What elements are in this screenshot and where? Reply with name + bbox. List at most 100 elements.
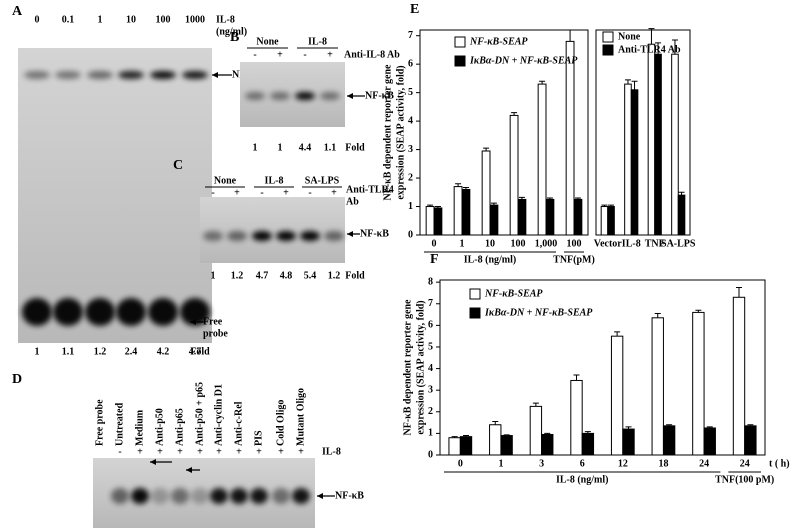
panel-letter: C bbox=[173, 158, 183, 173]
lane-label: 100 bbox=[156, 14, 171, 25]
y-tick-label: 6 bbox=[408, 58, 413, 69]
gel-band bbox=[203, 231, 223, 241]
error-bar bbox=[490, 202, 497, 206]
bar bbox=[732, 296, 746, 456]
lane-label: Untreated bbox=[114, 402, 125, 446]
error-bar bbox=[736, 287, 742, 298]
plot-frame bbox=[439, 279, 766, 456]
legend-swatch bbox=[454, 55, 466, 67]
gel-band bbox=[180, 298, 210, 326]
x-tick-label: 12 bbox=[618, 458, 628, 469]
bar bbox=[500, 435, 513, 456]
fold-value: 1.2 bbox=[231, 270, 244, 281]
error-bar bbox=[532, 402, 539, 407]
x-tick-label: 1 bbox=[460, 238, 465, 249]
sign: + bbox=[283, 187, 289, 198]
legend-label: IκBα-DN + NF-κB-SEAP bbox=[484, 307, 593, 318]
gel-band bbox=[272, 488, 290, 504]
legend-swatch bbox=[469, 288, 481, 300]
error-bar bbox=[624, 79, 631, 85]
bar bbox=[570, 379, 583, 456]
gel-band bbox=[276, 231, 296, 241]
error-bar bbox=[567, 29, 574, 42]
arrow-head bbox=[190, 319, 196, 325]
gel-band bbox=[150, 71, 176, 79]
bar bbox=[607, 206, 615, 236]
error-bar bbox=[544, 432, 551, 435]
fold-value: 1.2 bbox=[94, 346, 107, 357]
y-tick-label: 8 bbox=[428, 276, 433, 287]
band-label: NF-κB bbox=[360, 228, 389, 239]
error-bar bbox=[455, 183, 462, 187]
x-tick-label: 18 bbox=[658, 458, 668, 469]
bar bbox=[433, 207, 443, 236]
lane-label: Anti-cyclin D1 bbox=[213, 384, 224, 446]
error-bar bbox=[451, 436, 458, 438]
plot-frame bbox=[595, 29, 691, 236]
gel-band bbox=[131, 488, 149, 504]
lane-label: Anti-p50 + p65 bbox=[194, 382, 205, 446]
gel-band bbox=[252, 231, 272, 241]
group-label: IL-8 bbox=[265, 175, 284, 186]
gel-band bbox=[55, 71, 81, 79]
sign: - bbox=[253, 49, 256, 60]
bar bbox=[489, 204, 499, 236]
legend-label: NF-κB-SEAP bbox=[469, 36, 528, 47]
bar bbox=[481, 150, 491, 236]
fold-value: 1.1 bbox=[62, 346, 75, 357]
gel-band bbox=[300, 231, 320, 241]
fold-label: Fold bbox=[345, 142, 365, 153]
bar bbox=[448, 437, 461, 456]
gel-band bbox=[111, 488, 129, 504]
gel-band bbox=[116, 298, 146, 326]
treatment-label: IL-8 bbox=[322, 446, 341, 457]
sign: + bbox=[331, 187, 337, 198]
x-tick-label: 100 bbox=[511, 238, 526, 249]
error-bar bbox=[654, 312, 661, 318]
band-label: NF-κB bbox=[365, 90, 394, 101]
legend-swatch bbox=[602, 44, 614, 56]
x-tick-label: 1,000 bbox=[535, 238, 558, 249]
sign: + bbox=[278, 446, 284, 457]
error-bar bbox=[483, 147, 490, 152]
group-label: None bbox=[256, 36, 279, 47]
error-bar bbox=[614, 331, 621, 337]
arrow-head bbox=[212, 72, 218, 78]
lane-label: 0.1 bbox=[62, 14, 75, 25]
y-tick-label: 7 bbox=[428, 298, 433, 309]
legend-label: IκBα-DN + NF-κB-SEAP bbox=[469, 55, 578, 66]
bar bbox=[630, 89, 639, 236]
group-label: IL-8 bbox=[308, 36, 327, 47]
error-bar bbox=[573, 374, 580, 381]
error-bar bbox=[584, 431, 591, 434]
legend-label: NF-κB-SEAP bbox=[484, 288, 543, 299]
lane-label: 0 bbox=[35, 14, 40, 25]
gel-band bbox=[22, 298, 52, 326]
x-tick-label: 10 bbox=[485, 238, 495, 249]
gel-band bbox=[230, 488, 248, 504]
panel-letter: B bbox=[230, 30, 239, 45]
gel-band bbox=[118, 71, 144, 79]
y-axis-label: expression (SEAP activity, fold) bbox=[395, 65, 406, 199]
sign: - bbox=[118, 446, 121, 457]
bar bbox=[425, 206, 435, 236]
x-group-label: TNF(100 pM) bbox=[715, 474, 774, 485]
gel-band bbox=[324, 231, 344, 241]
x-tick-label: 100 bbox=[567, 238, 582, 249]
x-tick-label: SA-LPS bbox=[661, 238, 696, 249]
gel-band bbox=[320, 92, 340, 100]
gel-band bbox=[270, 92, 290, 100]
fold-value: 1 bbox=[211, 270, 216, 281]
fold-label: Fold bbox=[345, 270, 365, 281]
error-bar bbox=[666, 424, 673, 426]
x-tick-label: 24 bbox=[699, 458, 709, 469]
gel-band bbox=[53, 298, 83, 326]
gel-band bbox=[245, 92, 265, 100]
y-axis-label: NF-κB dependent reporter gene bbox=[382, 64, 393, 201]
bar bbox=[573, 198, 583, 236]
bar bbox=[622, 428, 635, 456]
bar bbox=[461, 188, 471, 236]
sign: - bbox=[303, 49, 306, 60]
error-bar bbox=[648, 28, 655, 45]
sign: + bbox=[236, 446, 242, 457]
